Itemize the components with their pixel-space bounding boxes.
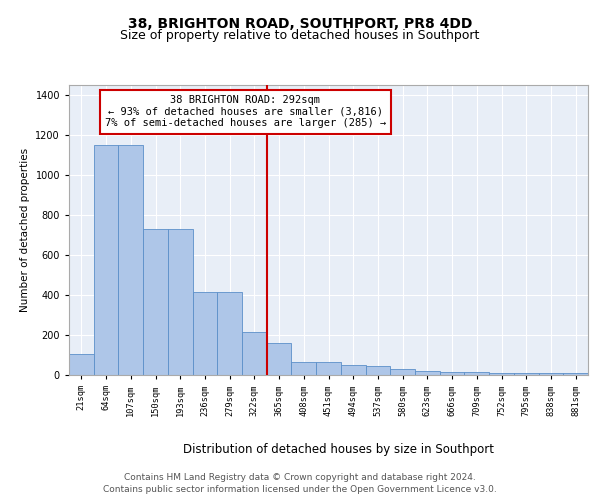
Bar bbox=[292, 362, 316, 375]
Bar bbox=[143, 229, 168, 375]
Text: Contains HM Land Registry data © Crown copyright and database right 2024.: Contains HM Land Registry data © Crown c… bbox=[124, 472, 476, 482]
Text: Contains public sector information licensed under the Open Government Licence v3: Contains public sector information licen… bbox=[103, 485, 497, 494]
Bar bbox=[118, 145, 143, 375]
Text: 38 BRIGHTON ROAD: 292sqm
← 93% of detached houses are smaller (3,816)
7% of semi: 38 BRIGHTON ROAD: 292sqm ← 93% of detach… bbox=[105, 95, 386, 128]
Y-axis label: Number of detached properties: Number of detached properties bbox=[20, 148, 30, 312]
Bar bbox=[242, 332, 267, 375]
Bar bbox=[464, 372, 489, 375]
Bar bbox=[563, 373, 588, 375]
Bar bbox=[267, 343, 292, 375]
Bar bbox=[193, 292, 217, 375]
Bar bbox=[489, 373, 514, 375]
Bar bbox=[440, 372, 464, 375]
Bar bbox=[365, 366, 390, 375]
Bar bbox=[217, 292, 242, 375]
Bar bbox=[390, 369, 415, 375]
Bar bbox=[316, 362, 341, 375]
Bar bbox=[168, 229, 193, 375]
Bar bbox=[514, 373, 539, 375]
Bar bbox=[539, 373, 563, 375]
Bar bbox=[415, 371, 440, 375]
Text: Distribution of detached houses by size in Southport: Distribution of detached houses by size … bbox=[184, 442, 494, 456]
Bar bbox=[69, 354, 94, 375]
Text: Size of property relative to detached houses in Southport: Size of property relative to detached ho… bbox=[121, 29, 479, 42]
Bar bbox=[341, 365, 365, 375]
Text: 38, BRIGHTON ROAD, SOUTHPORT, PR8 4DD: 38, BRIGHTON ROAD, SOUTHPORT, PR8 4DD bbox=[128, 18, 472, 32]
Bar bbox=[94, 145, 118, 375]
